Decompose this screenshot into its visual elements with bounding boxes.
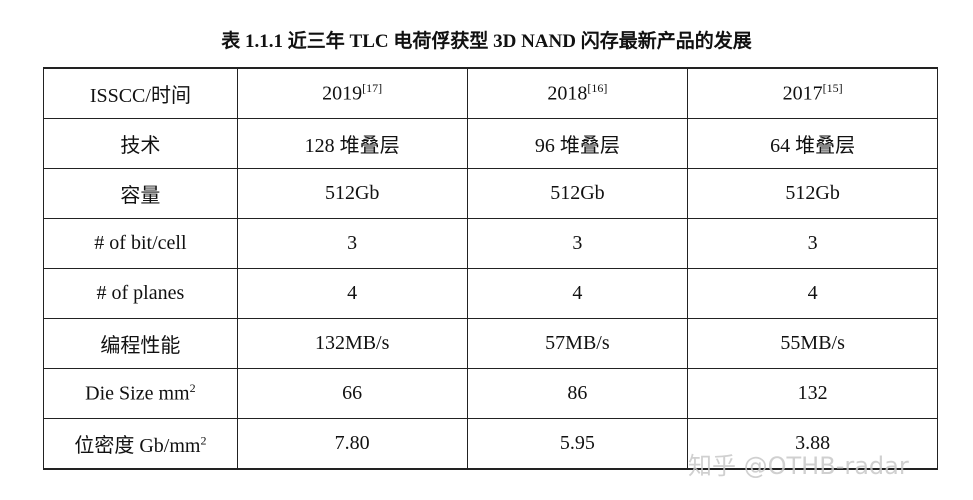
table-cell: 86: [466, 368, 689, 419]
cell-text: 96 堆叠层: [534, 135, 620, 157]
cell-text: 64 堆叠层: [770, 135, 856, 157]
superscript: 2: [200, 433, 207, 448]
table-cell: 位密度 Gb/mm2: [43, 418, 238, 470]
cell-text: 4: [572, 282, 583, 304]
cell-text: # of bit/cell: [94, 232, 187, 254]
table-cell: 3: [236, 218, 468, 269]
table-cell: 132: [687, 368, 938, 419]
table-cell: ISSCC/时间: [43, 67, 238, 119]
table-cell: 512Gb: [687, 168, 938, 219]
table-cell: 2018[16]: [466, 67, 689, 119]
cell-text: 3: [807, 232, 818, 254]
cell-text: 512Gb: [550, 182, 605, 204]
cell-text: 132: [797, 382, 828, 404]
superscript: [16]: [587, 81, 608, 96]
table-cell: 57MB/s: [466, 318, 689, 369]
table-cell: 96 堆叠层: [466, 118, 689, 169]
table-row: 编程性能 132MB/s 57MB/s 55MB/s: [43, 318, 938, 369]
table-cell: 128 堆叠层: [236, 118, 468, 169]
table-cell: 4: [466, 268, 689, 319]
table-cell: 3.88: [687, 418, 938, 470]
table-cell: 4: [236, 268, 468, 319]
cell-text: 3: [572, 232, 583, 254]
cell-text: 2017: [782, 82, 823, 105]
cell-text: ISSCC/时间: [89, 85, 191, 107]
cell-text: 55MB/s: [780, 332, 845, 354]
table-cell: # of bit/cell: [43, 218, 238, 269]
cell-text: 3.88: [795, 432, 831, 454]
header-row: ISSCC/时间 2019[17] 2018[16] 2017[15]: [43, 67, 938, 119]
superscript: 2: [189, 381, 196, 396]
table-cell: # of planes: [43, 268, 238, 319]
cell-text: 86: [567, 382, 588, 404]
cell-text: 512Gb: [324, 182, 380, 204]
table-cell: 132MB/s: [236, 318, 468, 369]
cell-text: 132MB/s: [314, 332, 390, 354]
table-cell: 55MB/s: [687, 318, 938, 369]
cell-text: Die Size mm: [85, 382, 190, 405]
table-cell: 3: [687, 218, 938, 269]
watermark: 知乎 @OTHB-radar: [688, 452, 909, 480]
cell-text: 2018: [547, 82, 588, 105]
table-cell: 66: [236, 368, 468, 419]
cell-text: 57MB/s: [545, 332, 610, 354]
table-row: 位密度 Gb/mm2 7.80 5.95 3.88: [43, 418, 938, 470]
cell-text: 128 堆叠层: [304, 135, 400, 157]
table-cell: 容量: [43, 168, 238, 219]
table-row: 技术 128 堆叠层 96 堆叠层 64 堆叠层: [43, 118, 938, 169]
cell-text: 位密度 Gb/mm: [74, 435, 201, 457]
table-title: 表 1.1.1 近三年 TLC 电荷俘获型 3D NAND 闪存最新产品的发展: [221, 31, 752, 52]
cell-text: 技术: [120, 135, 161, 157]
superscript: [17]: [362, 81, 383, 96]
superscript: [15]: [822, 81, 843, 96]
table-row: 容量 512Gb 512Gb 512Gb: [43, 168, 938, 219]
cell-text: 7.80: [334, 432, 370, 454]
cell-text: 512Gb: [785, 182, 840, 204]
table-cell: 4: [687, 268, 938, 319]
cell-text: 66: [342, 382, 363, 404]
table-cell: 64 堆叠层: [687, 118, 938, 169]
table: ISSCC/时间 2019[17] 2018[16] 2017[15] 技术 128 堆叠…: [43, 67, 938, 470]
cell-text: 5.95: [559, 432, 595, 454]
table-cell: 2017[15]: [687, 67, 938, 119]
table-cell: 技术: [43, 118, 238, 169]
table-cell: 7.80: [236, 418, 468, 470]
table-cell: 2019[17]: [236, 67, 468, 119]
table-row: Die Size mm2 66 86 132: [43, 368, 938, 419]
table-row: # of planes 4 4 4: [43, 268, 938, 319]
table-cell: 512Gb: [466, 168, 689, 219]
table-cell: 512Gb: [236, 168, 468, 219]
cell-text: 3: [347, 232, 358, 254]
cell-text: 2019: [322, 82, 363, 105]
cell-text: 编程性能: [100, 335, 181, 357]
cell-text: # of planes: [96, 282, 185, 304]
cell-text: 4: [807, 282, 818, 304]
cell-text: 容量: [120, 185, 161, 207]
table-cell: 3: [466, 218, 689, 269]
table-cell: Die Size mm2: [43, 368, 238, 419]
table-row: # of bit/cell 3 3 3: [43, 218, 938, 269]
cell-text: 4: [347, 282, 358, 304]
table-cell: 编程性能: [43, 318, 238, 369]
table-cell: 5.95: [466, 418, 689, 470]
